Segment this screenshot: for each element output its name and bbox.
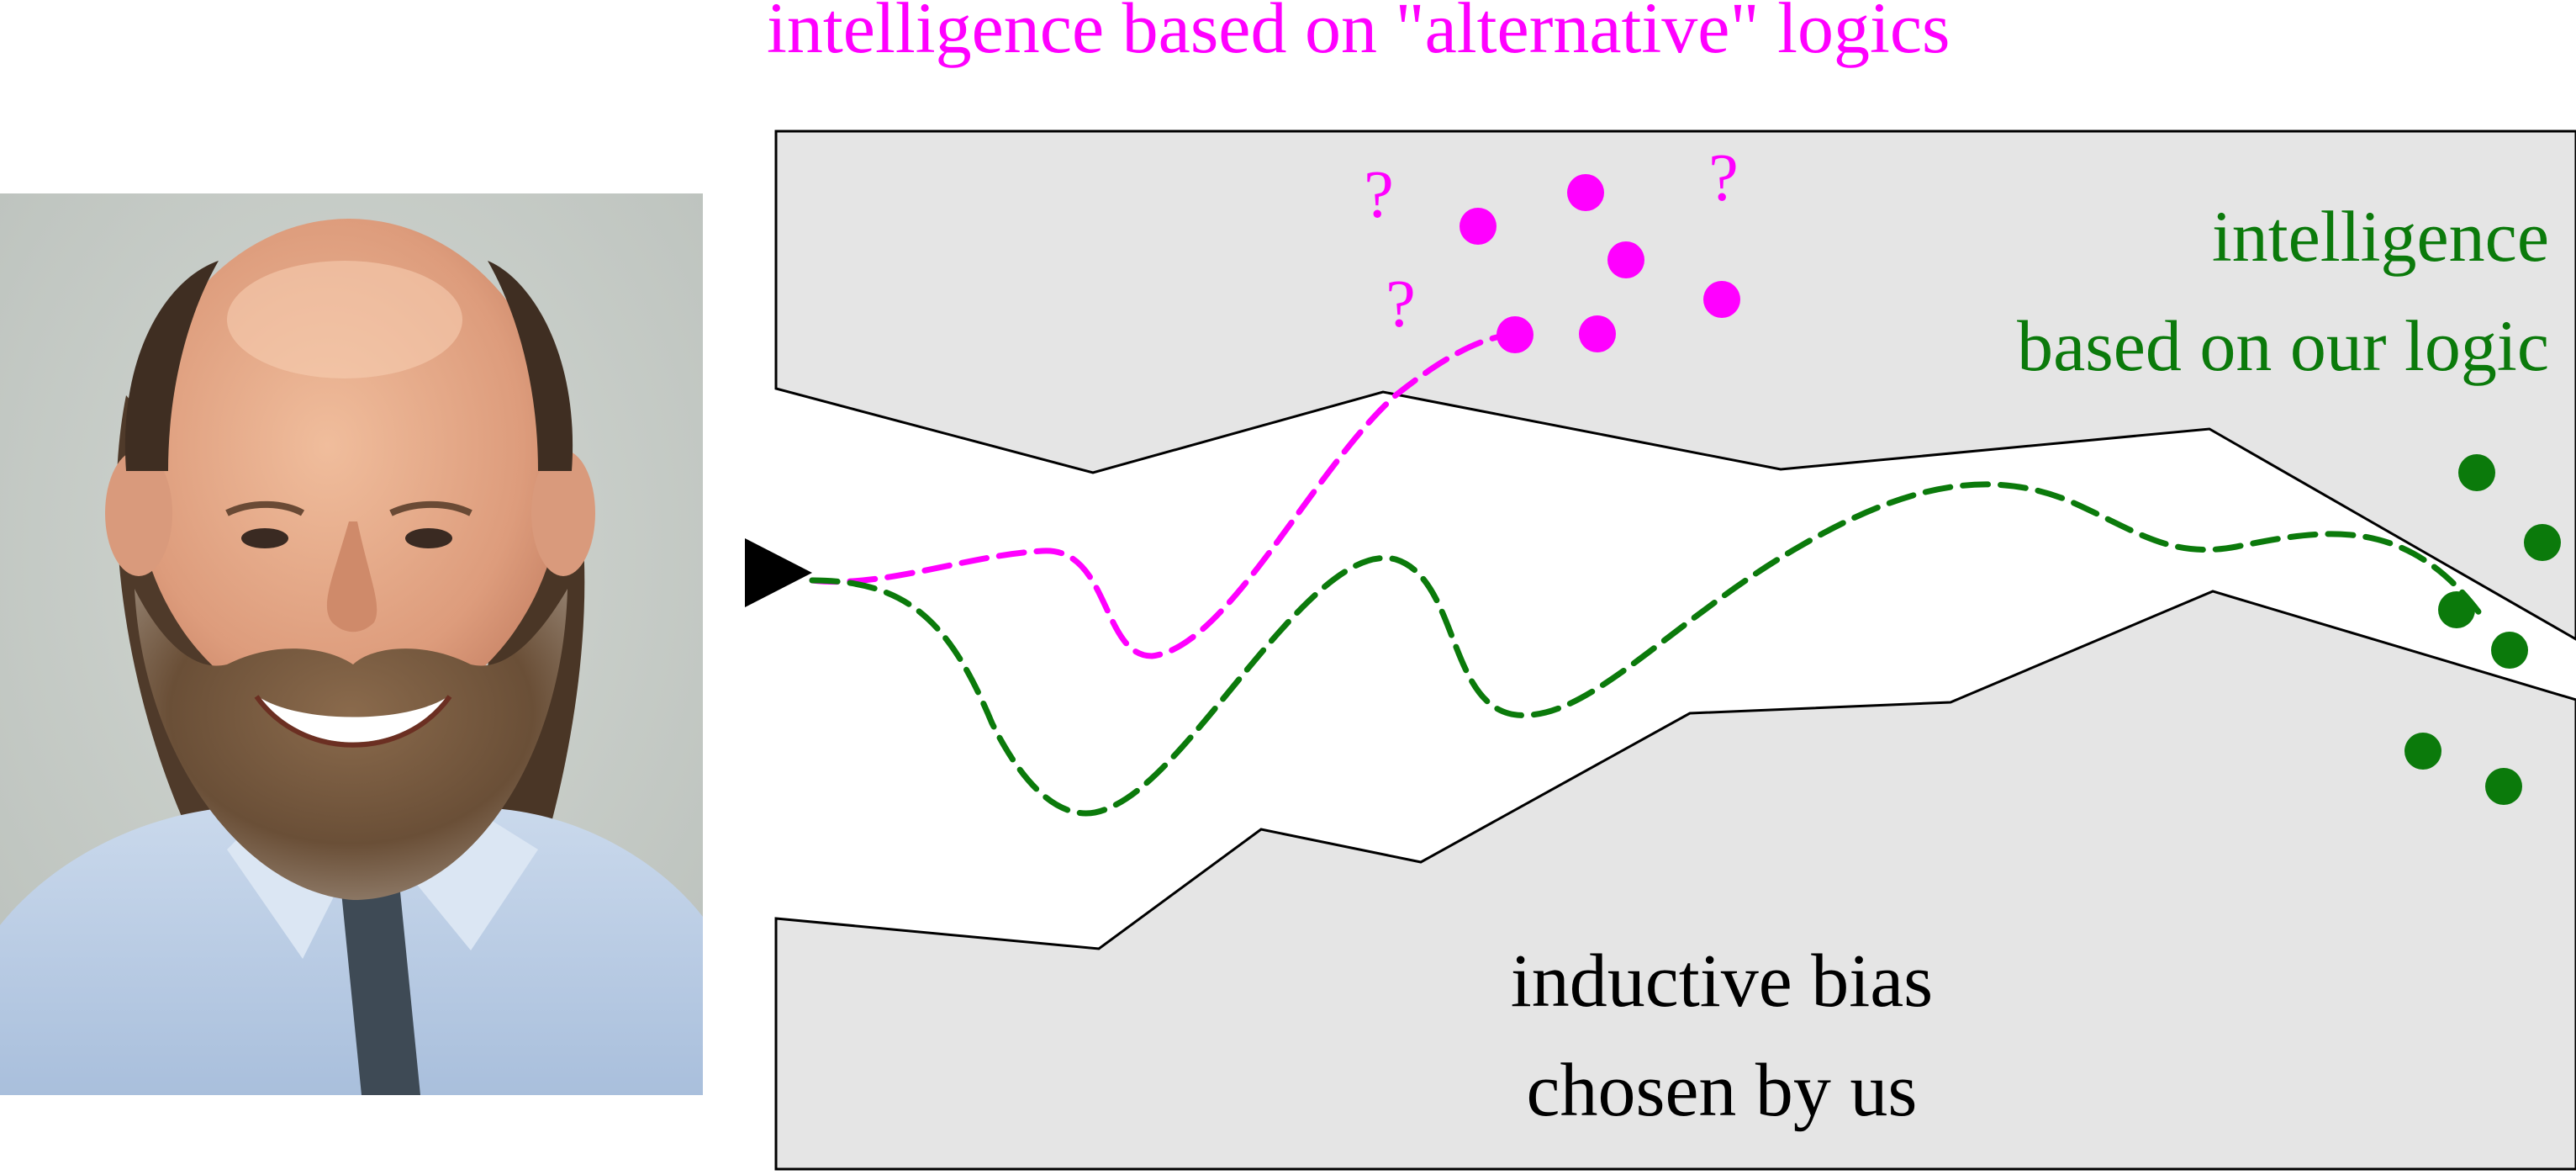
teeth (261, 698, 446, 743)
hair-temple-right (488, 261, 573, 471)
magenta-dot (1497, 316, 1533, 353)
green-dot (2438, 591, 2475, 628)
eyebrow-left (225, 500, 305, 516)
question-mark: ? (1708, 141, 1739, 215)
our-logic-label-line2: based on our logic (2017, 305, 2549, 386)
inductive-bias-label-line1: inductive bias (1511, 939, 1933, 1023)
eye-right (405, 528, 452, 548)
magenta-dot (1460, 208, 1497, 245)
green-dot (2485, 768, 2522, 805)
green-dot (2404, 733, 2441, 770)
green-dot (2458, 454, 2495, 491)
inductive-bias-label-line2: chosen by us (1527, 1049, 1918, 1132)
question-mark: ? (1386, 267, 1416, 341)
hair-temple-left (124, 261, 219, 471)
ear-left (105, 450, 172, 576)
magenta-dot (1567, 174, 1604, 211)
green-dot (2524, 524, 2561, 561)
eye-left (241, 528, 288, 548)
smile (254, 695, 452, 748)
alternative-logics-label: intelligence based on "alternative" logi… (767, 0, 1950, 68)
magenta-dot (1703, 281, 1740, 318)
eyebrow-right (389, 500, 472, 516)
nose (326, 521, 377, 632)
upper-region (774, 130, 2576, 641)
lower-region (774, 590, 2576, 1171)
forehead-highlight (227, 261, 462, 378)
undershirt (336, 841, 420, 1095)
play-triangle-icon (745, 538, 812, 607)
question-mark: ? (1364, 158, 1394, 232)
ear-right (531, 450, 595, 576)
magenta-path (809, 331, 1517, 659)
our-logic-label-line1: intelligence (2212, 196, 2549, 277)
green-dot (2491, 632, 2528, 669)
green-dots (2404, 454, 2561, 805)
magenta-dot (1579, 315, 1616, 352)
magenta-dot (1607, 241, 1644, 278)
green-path (809, 481, 2484, 817)
portrait-photo (0, 193, 703, 1095)
magenta-dots (1460, 174, 1740, 353)
